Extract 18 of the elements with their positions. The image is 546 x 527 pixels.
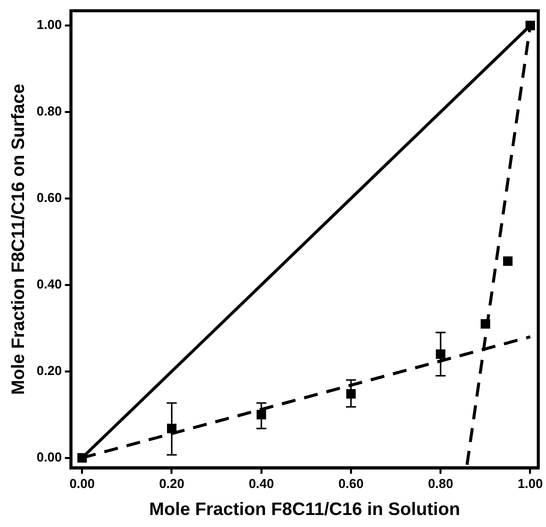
x-tick-label: 0.20 xyxy=(159,476,184,492)
point xyxy=(503,256,513,266)
x-axis-title: Mole Fraction F8C11/C16 in Solution xyxy=(149,499,460,520)
x-tick-label: 0.40 xyxy=(248,476,274,492)
x-tick-label: 0.80 xyxy=(428,476,454,492)
point xyxy=(480,319,490,329)
y-tick-label: 0.80 xyxy=(36,104,62,119)
y-tick-label: 0.20 xyxy=(36,362,62,378)
y-tick-label: 0.60 xyxy=(36,190,62,206)
point xyxy=(525,20,535,30)
y-axis-title: Mole Fraction F8C11/C16 on Surface xyxy=(8,84,28,395)
y-tick-label: 0.40 xyxy=(36,276,62,292)
x-tick-label: 0.00 xyxy=(69,476,95,492)
x-tick-label: 1.00 xyxy=(518,476,543,492)
y-tick-label: 0.00 xyxy=(36,449,62,464)
y-tick-label: 1.00 xyxy=(36,17,62,32)
x-tick-label: 0.60 xyxy=(338,476,364,492)
point xyxy=(77,453,87,463)
